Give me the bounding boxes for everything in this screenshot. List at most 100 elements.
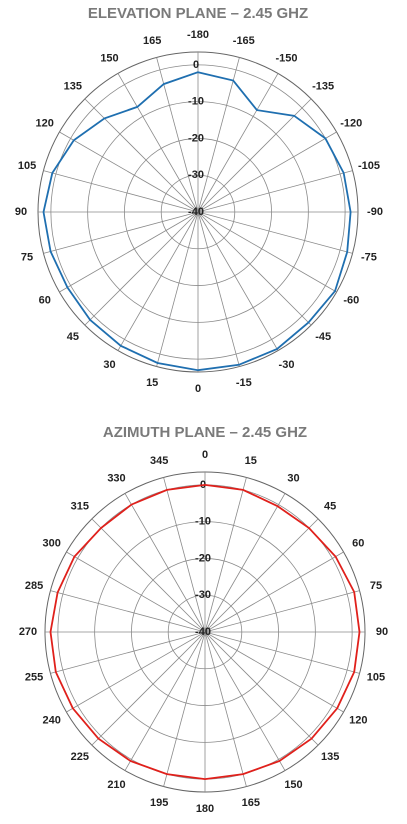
r-tick-label: -10	[188, 96, 204, 108]
theta-tick-label: 120	[36, 117, 54, 129]
grid-spoke	[197, 211, 240, 367]
theta-tick-label: -135	[312, 81, 334, 93]
grid-spoke	[91, 518, 206, 633]
theta-tick-label: -75	[361, 252, 377, 264]
grid-spoke	[43, 211, 199, 254]
theta-tick-label: -30	[279, 359, 295, 371]
grid-spoke	[43, 170, 199, 213]
chart-title: AZIMUTH PLANE – 2.45 GHZ	[103, 424, 307, 441]
theta-tick-label: 0	[195, 383, 201, 395]
theta-tick-label: -165	[233, 35, 255, 47]
theta-tick-label: 225	[71, 751, 89, 763]
theta-tick-label: 195	[150, 797, 168, 809]
pattern-line	[49, 483, 361, 781]
grid-spoke	[163, 631, 206, 787]
theta-tick-label: 45	[324, 501, 336, 513]
grid-spoke	[204, 631, 360, 674]
grid-spoke	[84, 211, 199, 326]
grid-spoke	[59, 211, 199, 293]
theta-tick-label: 15	[245, 455, 257, 467]
grid-spoke	[204, 518, 319, 633]
theta-tick-label: 30	[103, 359, 115, 371]
theta-tick-label: 315	[71, 501, 89, 513]
theta-tick-label: -105	[358, 160, 380, 172]
theta-tick-label: 150	[100, 53, 118, 65]
theta-tick-label: 345	[150, 455, 168, 467]
r-tick-label: -30	[188, 169, 204, 181]
theta-tick-label: 75	[370, 580, 382, 592]
grid-spoke	[197, 211, 353, 254]
grid-spoke	[59, 131, 199, 213]
grid-spoke	[117, 73, 199, 213]
grid-spoke	[197, 98, 312, 213]
grid-spoke	[197, 211, 337, 293]
theta-tick-label: 75	[21, 252, 33, 264]
theta-tick-label: 240	[43, 714, 61, 726]
theta-tick-label: 15	[146, 377, 158, 389]
theta-tick-label: 165	[242, 797, 260, 809]
grid-spoke	[50, 590, 206, 633]
grid-spoke	[204, 477, 247, 633]
theta-tick-label: 60	[352, 537, 364, 549]
r-tick-label: -40	[188, 206, 204, 218]
grid-spoke	[197, 73, 279, 213]
theta-tick-label: -90	[367, 206, 383, 218]
grid-spoke	[91, 631, 206, 746]
grid-spoke	[204, 631, 247, 787]
theta-tick-label: 120	[349, 714, 367, 726]
theta-tick-label: -60	[343, 294, 359, 306]
theta-tick-label: 180	[196, 803, 214, 815]
theta-tick-label: 45	[67, 331, 79, 343]
grid-spoke	[197, 211, 279, 351]
theta-tick-label: 90	[376, 626, 388, 638]
r-tick-label: -20	[195, 552, 211, 564]
grid-spoke	[204, 631, 344, 713]
theta-tick-label: 135	[64, 81, 82, 93]
theta-tick-label: 165	[143, 35, 161, 47]
grid-spoke	[163, 477, 206, 633]
theta-tick-label: -150	[275, 53, 297, 65]
grid-spoke	[66, 551, 206, 633]
grid-spoke	[117, 211, 199, 351]
theta-tick-label: 0	[202, 449, 208, 461]
grid-spoke	[204, 551, 344, 633]
grid-spoke	[204, 631, 319, 746]
theta-tick-label: 135	[321, 751, 339, 763]
grid-spoke	[156, 211, 199, 367]
grid-spoke	[84, 98, 199, 213]
theta-tick-label: 150	[284, 779, 302, 791]
theta-tick-label: 60	[39, 294, 51, 306]
theta-tick-label: 105	[367, 672, 385, 684]
theta-tick-label: 210	[107, 779, 125, 791]
grid-spoke	[197, 170, 353, 213]
grid-spoke	[204, 590, 360, 633]
grid-spoke	[50, 631, 206, 674]
grid-spoke	[197, 211, 312, 326]
chart-title: ELEVATION PLANE – 2.45 GHZ	[88, 5, 308, 22]
grid-spoke	[124, 493, 206, 633]
theta-tick-label: 330	[107, 473, 125, 485]
grid-spoke	[204, 631, 286, 771]
grid-spoke	[124, 631, 206, 771]
grid-spoke	[204, 493, 286, 633]
theta-tick-label: -180	[187, 29, 209, 41]
theta-tick-label: 105	[18, 160, 36, 172]
theta-tick-label: -15	[236, 377, 252, 389]
grid-spoke	[197, 57, 240, 213]
grid-spoke	[156, 57, 199, 213]
theta-tick-label: 270	[19, 626, 37, 638]
theta-tick-label: 285	[25, 580, 43, 592]
theta-tick-label: 300	[43, 537, 61, 549]
pattern-line	[42, 71, 352, 372]
grid-spoke	[66, 631, 206, 713]
theta-tick-label: 30	[287, 473, 299, 485]
r-tick-label: -40	[195, 626, 211, 638]
r-tick-label: 0	[193, 59, 199, 71]
theta-tick-label: 255	[25, 672, 43, 684]
theta-tick-label: -45	[315, 331, 331, 343]
theta-tick-label: 90	[15, 206, 27, 218]
r-tick-label: -30	[195, 589, 211, 601]
r-tick-label: -20	[188, 132, 204, 144]
r-tick-label: -10	[195, 516, 211, 528]
